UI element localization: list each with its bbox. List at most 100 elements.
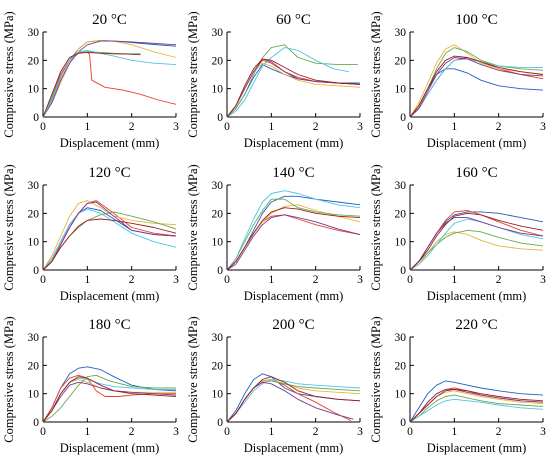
x-tick-label: 3 bbox=[540, 426, 546, 438]
series-line bbox=[226, 214, 361, 271]
y-tick-label: 10 bbox=[212, 237, 224, 249]
x-tick-label: 0 bbox=[407, 426, 413, 438]
series-line bbox=[409, 218, 544, 271]
panel-title: 180 °C bbox=[88, 317, 130, 333]
series-line bbox=[42, 201, 177, 271]
series-line bbox=[226, 58, 361, 118]
y-axis-label: Compresive stress (MPa) bbox=[2, 316, 16, 442]
series-line bbox=[409, 398, 544, 423]
y-tick-label: 20 bbox=[28, 55, 40, 67]
y-tick-label: 30 bbox=[28, 332, 40, 344]
chart-panel: 60 °C 0 10 20 30 0 1 2 3 Displacement (mm) Compres… bbox=[186, 11, 363, 150]
y-tick-label: 0 bbox=[217, 265, 223, 277]
y-tick-label: 20 bbox=[395, 208, 407, 220]
x-tick-label: 1 bbox=[451, 121, 457, 133]
y-axis-label: Compresive stress (MPa) bbox=[369, 316, 383, 442]
y-tick-label: 30 bbox=[395, 180, 407, 192]
series-line bbox=[409, 44, 544, 118]
y-tick-label: 20 bbox=[28, 360, 40, 372]
x-tick-label: 1 bbox=[84, 274, 90, 286]
series-line bbox=[42, 374, 176, 423]
y-tick-label: 10 bbox=[28, 389, 40, 401]
x-axis-label: Displacement (mm) bbox=[427, 289, 527, 303]
series-line bbox=[409, 217, 544, 271]
series-line bbox=[226, 58, 361, 118]
x-tick-label: 1 bbox=[268, 426, 274, 438]
x-axis-label: Displacement (mm) bbox=[244, 136, 344, 150]
chart-panel: 20 °C 0 10 20 30 0 1 2 3 Displacement (mm) Compres… bbox=[2, 11, 179, 150]
series-line bbox=[409, 57, 544, 118]
series-line bbox=[42, 49, 177, 118]
series-line bbox=[409, 231, 544, 271]
series-line bbox=[409, 47, 544, 118]
y-axis-label: Compresive stress (MPa) bbox=[186, 316, 200, 442]
y-tick-label: 10 bbox=[212, 389, 224, 401]
series-line bbox=[226, 198, 361, 271]
y-axis-label: Compresive stress (MPa) bbox=[369, 164, 383, 290]
series-line bbox=[42, 51, 141, 118]
y-tick-label: 20 bbox=[28, 208, 40, 220]
panel-title: 20 °C bbox=[92, 12, 127, 28]
x-tick-label: 0 bbox=[40, 121, 46, 133]
x-tick-label: 1 bbox=[451, 274, 457, 286]
chart-panel: 180 °C 0 10 20 30 0 1 2 3 Displacement (mm) Compre… bbox=[2, 316, 179, 455]
x-tick-label: 0 bbox=[407, 274, 413, 286]
y-tick-label: 0 bbox=[33, 417, 39, 429]
x-tick-label: 3 bbox=[357, 426, 363, 438]
x-tick-label: 2 bbox=[313, 274, 319, 286]
panel-title: 60 °C bbox=[276, 12, 311, 28]
y-tick-label: 30 bbox=[28, 27, 40, 39]
series-line bbox=[409, 380, 544, 423]
series-line bbox=[42, 218, 177, 271]
x-tick-label: 3 bbox=[173, 121, 179, 133]
x-tick-label: 2 bbox=[313, 121, 319, 133]
y-tick-label: 10 bbox=[212, 84, 224, 96]
x-tick-label: 3 bbox=[540, 274, 546, 286]
panel-title: 200 °C bbox=[272, 317, 314, 333]
x-axis-label: Displacement (mm) bbox=[244, 289, 344, 303]
y-tick-label: 10 bbox=[395, 237, 407, 249]
x-tick-label: 0 bbox=[224, 274, 230, 286]
x-tick-label: 0 bbox=[224, 121, 230, 133]
series-line bbox=[226, 190, 361, 271]
x-axis-label: Displacement (mm) bbox=[427, 441, 527, 455]
x-axis-label: Displacement (mm) bbox=[60, 441, 160, 455]
series-line bbox=[42, 374, 176, 423]
x-tick-label: 2 bbox=[129, 121, 135, 133]
x-tick-label: 1 bbox=[268, 274, 274, 286]
y-tick-label: 20 bbox=[212, 360, 224, 372]
chart-panel: 200 °C 0 10 20 30 0 1 2 3 Displacement (mm) Compre… bbox=[186, 316, 363, 455]
panel-title: 120 °C bbox=[88, 165, 130, 181]
x-axis-label: Displacement (mm) bbox=[60, 136, 160, 150]
series-line bbox=[42, 376, 177, 423]
series-line bbox=[409, 394, 544, 423]
chart-panel: 220 °C 0 10 20 30 0 1 2 3 Displacement (mm) Compre… bbox=[369, 316, 546, 455]
y-tick-label: 30 bbox=[395, 332, 407, 344]
y-tick-label: 10 bbox=[395, 84, 407, 96]
series-line bbox=[42, 200, 177, 271]
x-tick-label: 2 bbox=[313, 426, 319, 438]
y-tick-label: 0 bbox=[400, 265, 406, 277]
panel-title: 140 °C bbox=[272, 165, 314, 181]
y-tick-label: 10 bbox=[28, 237, 40, 249]
x-tick-label: 0 bbox=[224, 426, 230, 438]
series-line bbox=[409, 212, 544, 271]
y-axis-label: Compresive stress (MPa) bbox=[2, 164, 16, 290]
y-tick-label: 20 bbox=[212, 55, 224, 67]
series-line bbox=[409, 388, 544, 423]
x-tick-label: 1 bbox=[451, 426, 457, 438]
series-line bbox=[409, 55, 544, 118]
chart-panel: 100 °C 0 10 20 30 0 1 2 3 Displacement (mm) Compre… bbox=[369, 11, 546, 150]
panel-title: 100 °C bbox=[455, 12, 497, 28]
y-tick-label: 30 bbox=[212, 332, 224, 344]
x-tick-label: 3 bbox=[357, 274, 363, 286]
y-tick-label: 0 bbox=[400, 112, 406, 124]
y-tick-label: 20 bbox=[212, 208, 224, 220]
series-line bbox=[226, 47, 349, 118]
series-line bbox=[409, 58, 543, 118]
y-tick-label: 10 bbox=[28, 84, 40, 96]
x-tick-label: 2 bbox=[129, 426, 135, 438]
series-line bbox=[42, 51, 177, 118]
